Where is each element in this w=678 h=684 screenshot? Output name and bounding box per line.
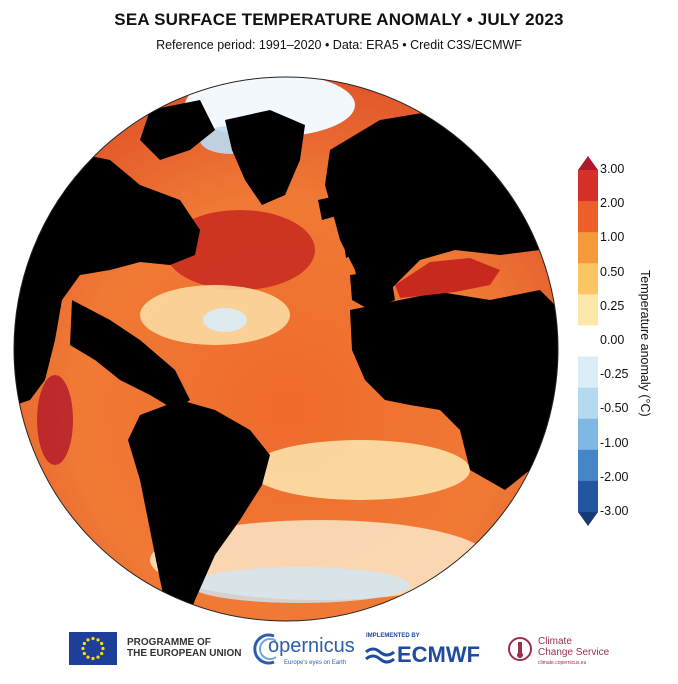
colorbar-segment (578, 325, 598, 358)
eu-flag-logo (69, 632, 117, 665)
globe-outline (13, 76, 559, 622)
colorbar-tick-label: 1.00 (600, 230, 625, 245)
mediterranean-hotspot (395, 258, 500, 298)
colorbar-segment (578, 170, 598, 202)
ecmwf-wordmark: ECMWF (397, 642, 481, 667)
colorbar-tick-label: 0.00 (600, 333, 625, 347)
colorbar-segment (578, 232, 598, 264)
colorbar-segment (578, 263, 598, 295)
colorbar-segment (578, 294, 598, 326)
c3s-logo-icon (508, 637, 532, 661)
colorbar-min-arrow (578, 512, 598, 526)
colorbar-tick-label: -3.00 (600, 504, 629, 518)
colorbar-tick-label: 3.00 (600, 162, 625, 176)
colorbar-tick-label: -1.00 (600, 435, 629, 450)
colorbar-tick-label: -0.50 (600, 401, 629, 416)
colorbar-max-arrow (578, 156, 598, 170)
copernicus-logo-icon (253, 633, 277, 665)
colorbar-segment (578, 387, 598, 420)
north-atlantic-hotspot (165, 210, 315, 290)
map-title: SEA SURFACE TEMPERATURE ANOMALY • JULY 2… (114, 10, 564, 29)
pacific-hotspot (37, 375, 73, 465)
c3s-wordmark: Climate Change Service (538, 636, 609, 658)
eu-programme-text: PROGRAMME OF THE EUROPEAN UNION (127, 637, 241, 659)
colorbar-segment (578, 201, 598, 233)
c3s-line-1: Climate (538, 636, 572, 647)
map-subtitle: Reference period: 1991–2020 • Data: ERA5… (156, 38, 522, 52)
colorbar-tick-label: -0.25 (600, 367, 629, 382)
eu-line-2: THE EUROPEAN UNION (127, 648, 242, 659)
colorbar-segment (578, 480, 598, 513)
copernicus-wordmark: opernicus (268, 635, 355, 657)
ecmwf-implemented-by: IMPLEMENTED BY (366, 633, 420, 639)
colorbar-title: Temperature anomaly (°C) (638, 270, 652, 417)
colorbar-tick-label: -2.00 (600, 469, 629, 484)
eu-line-1: PROGRAMME OF (127, 637, 211, 648)
colorbar-segment (578, 418, 598, 451)
colorbar-tick-label: 2.00 (600, 196, 625, 211)
colorbar-segment (578, 356, 598, 389)
copernicus-tagline: Europe's eyes on Earth (284, 660, 347, 666)
c3s-url: climate.copernicus.eu (538, 660, 587, 666)
c3s-line-2: Change Service (538, 647, 610, 658)
colorbar-segment (578, 449, 598, 482)
south-atlantic-pale-band (250, 440, 470, 500)
ecmwf-logo-icon (365, 647, 395, 664)
colorbar-tick-label: 0.50 (600, 264, 625, 279)
colorbar-tick-label: 0.25 (600, 298, 625, 313)
